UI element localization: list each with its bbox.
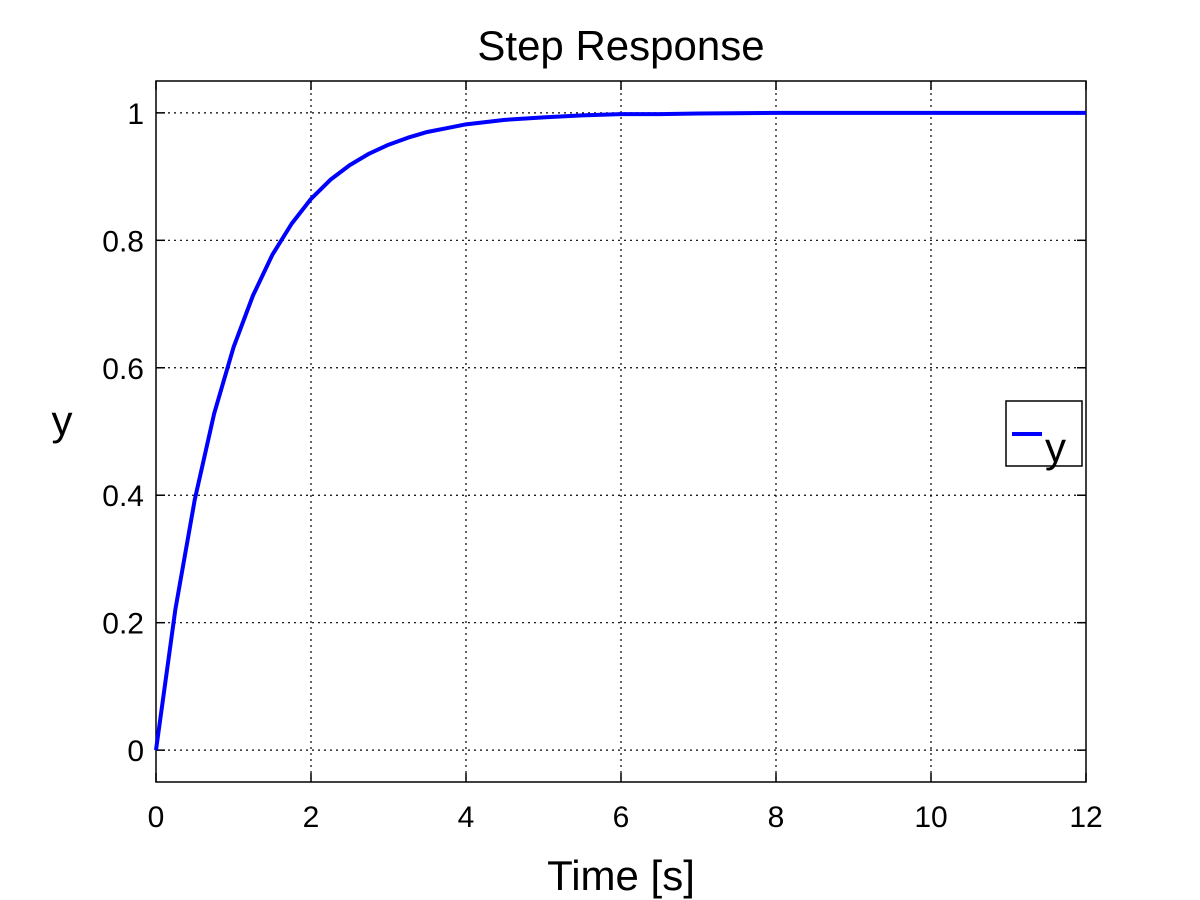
y-tick-label: 0.4 (102, 480, 144, 513)
legend-entry-y: y (1045, 424, 1066, 471)
x-tick-label: 0 (148, 801, 165, 834)
x-tick-label: 10 (914, 801, 947, 834)
x-tick-label: 6 (613, 801, 630, 834)
y-tick-label: 0.6 (102, 353, 144, 386)
y-tick-label: 0.2 (102, 608, 144, 641)
x-tick-label: 4 (458, 801, 475, 834)
y-tick-label: 0.8 (102, 225, 144, 258)
y-tick-label: 0 (127, 735, 144, 768)
legend: y (1005, 400, 1083, 471)
x-axis-label: Time [s] (547, 852, 695, 899)
series-layer (154, 110, 1086, 751)
x-tick-label: 12 (1069, 801, 1102, 834)
x-tick-label: 8 (768, 801, 785, 834)
tick-labels: 0 2 4 6 8 10 12 0 0.2 0.4 0.6 0.8 1 (102, 98, 1102, 834)
series-line-y (154, 110, 1086, 751)
x-tick-label: 2 (303, 801, 320, 834)
chart-title: Step Response (477, 22, 764, 69)
axis-ticks (155, 81, 1087, 782)
y-axis-label: y (52, 397, 73, 444)
y-tick-label: 1 (127, 98, 144, 131)
